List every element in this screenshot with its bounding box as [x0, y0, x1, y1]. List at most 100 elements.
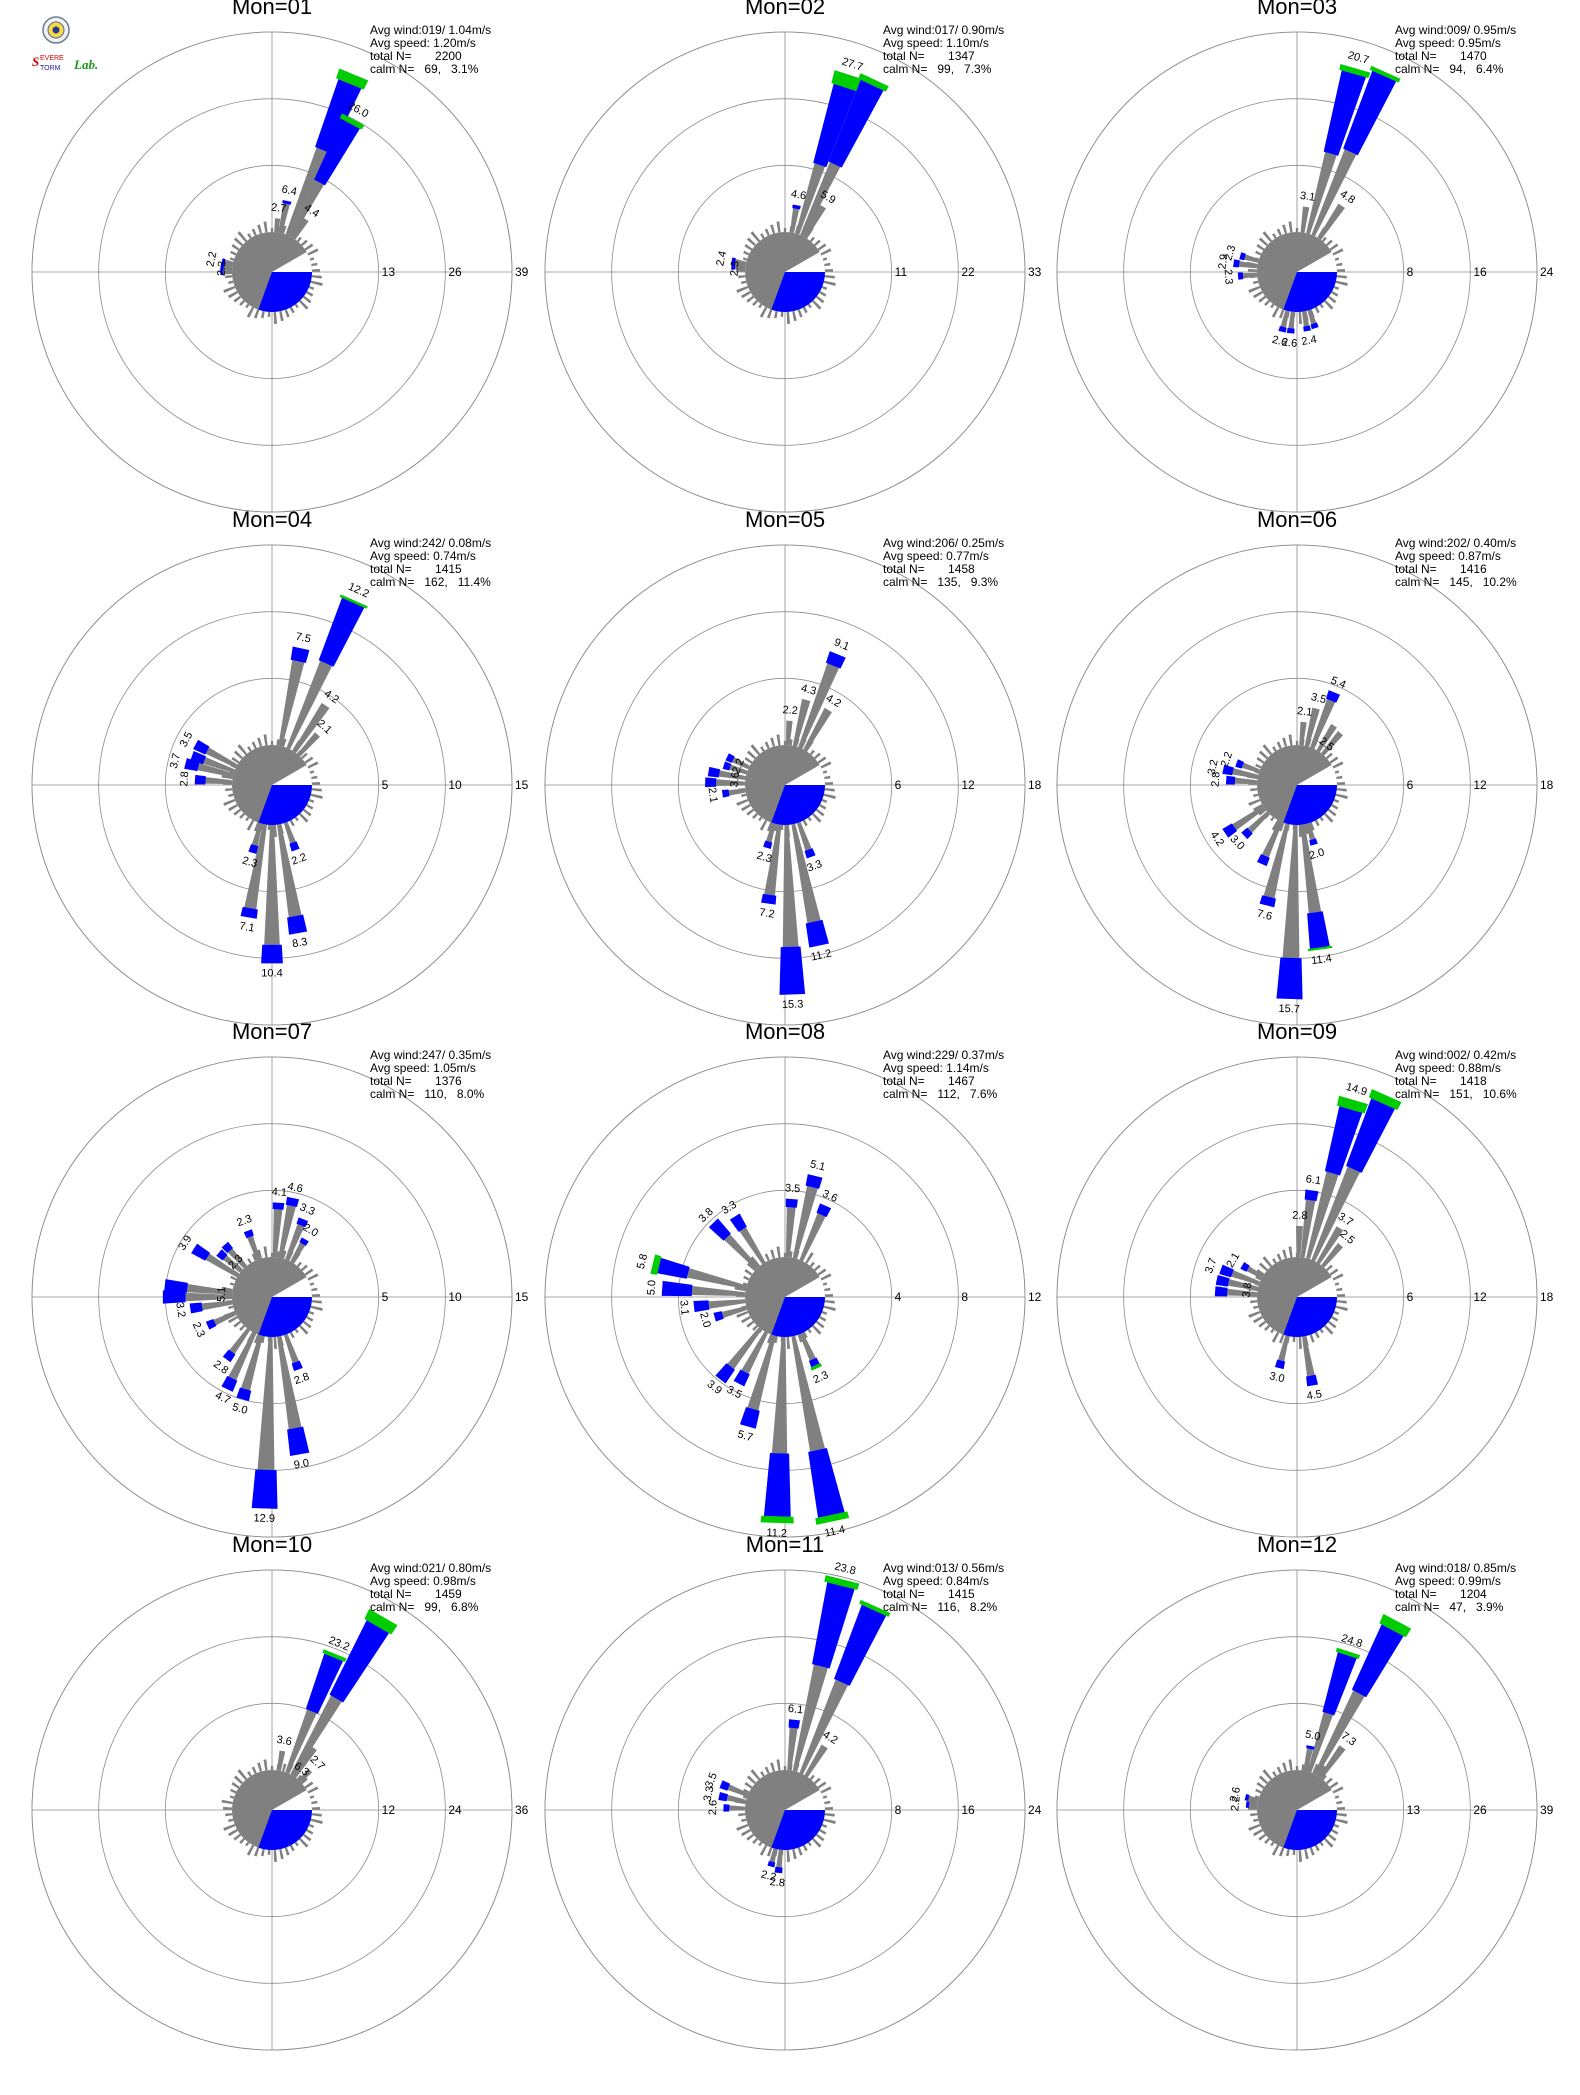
direction-petal	[1306, 1095, 1368, 1260]
calm-sector-blue	[1283, 272, 1337, 312]
petal-band-2	[731, 257, 736, 265]
direction-petal	[1237, 272, 1258, 280]
stat-total-n: total N= 1467	[883, 1074, 975, 1088]
petal-band-1	[739, 1227, 766, 1265]
minor-petal	[805, 1252, 814, 1264]
minor-petal	[1325, 1777, 1333, 1785]
calm-sector-blue	[258, 272, 312, 312]
petal-band-1	[1238, 261, 1258, 269]
petal-band-2	[1310, 322, 1319, 330]
direction-petal	[1316, 1226, 1344, 1265]
direction-petal	[795, 70, 864, 235]
petal-value-label: 2.6	[1271, 334, 1289, 349]
petal-band-1	[272, 1209, 283, 1258]
direction-petal	[785, 1198, 798, 1258]
direction-petal	[221, 258, 234, 266]
minor-petal	[1270, 303, 1275, 309]
petal-band-1	[251, 822, 263, 847]
petal-band-1	[1278, 1335, 1290, 1362]
minor-petal	[1309, 822, 1315, 831]
direction-petal	[767, 1848, 778, 1868]
petal-value-label: 2.3	[1222, 269, 1235, 285]
petal-band-2	[715, 1363, 735, 1384]
minor-petal	[823, 793, 836, 799]
stat-calm-n: calm N= 151, 10.6%	[1395, 1087, 1517, 1101]
windrose-panel: 8 16 24 20.7 4.8 3.1 2.32.92.3 2.62.6 2.4 Mon=03 A…	[1056, 0, 1554, 513]
stat-calm-n: calm N= 145, 10.2%	[1395, 575, 1517, 589]
petal-value-label: 23.8	[833, 1561, 857, 1578]
minor-petal	[760, 746, 765, 752]
minor-petal	[270, 1253, 274, 1258]
direction-petal	[1256, 820, 1283, 867]
petal-band-2	[763, 840, 773, 850]
minor-petal	[1334, 770, 1340, 774]
petal-value-label: 7.5	[294, 631, 311, 646]
petal-band-1	[771, 1336, 788, 1454]
direction-petal	[1276, 824, 1303, 1000]
petal-value-label: 2.2	[782, 704, 798, 717]
petal-value-label: 4.2	[322, 688, 341, 707]
direction-petal	[1321, 731, 1344, 756]
petal-band-2	[329, 1620, 390, 1703]
minor-petal	[752, 299, 759, 306]
direction-petal	[221, 1241, 247, 1269]
direction-petal	[719, 1780, 749, 1797]
minor-petal	[822, 257, 828, 261]
petal-band-1	[1311, 1166, 1361, 1262]
petal-band-1	[1232, 805, 1265, 831]
petal-band-1	[727, 1327, 762, 1370]
minor-petal	[309, 1282, 315, 1286]
direction-petal	[189, 1300, 233, 1314]
petal-band-1	[1261, 820, 1283, 858]
direction-petal	[205, 1311, 237, 1330]
petal-band-3	[760, 1515, 794, 1524]
minor-petal	[824, 275, 835, 279]
minor-petal	[311, 1813, 322, 1817]
petal-band-2	[191, 1243, 211, 1261]
minor-petal	[821, 1310, 828, 1316]
petal-band-2	[1278, 326, 1287, 333]
minor-petal	[809, 1774, 815, 1781]
direction-petal	[1240, 1262, 1264, 1279]
minor-petal	[1253, 793, 1259, 798]
minor-petal	[766, 1334, 773, 1344]
stat-total-n: total N= 1418	[1395, 1074, 1487, 1088]
petal-value-label: 6.1	[787, 1703, 803, 1717]
direction-petal	[292, 702, 330, 753]
direction-petal	[725, 753, 750, 770]
minor-petal	[746, 1262, 757, 1272]
petal-band-1	[731, 757, 750, 770]
direction-petal	[251, 1336, 278, 1509]
minor-petal	[1262, 1256, 1273, 1268]
petal-band-1	[257, 1336, 275, 1471]
minor-petal	[1314, 1331, 1320, 1339]
minor-petal	[824, 262, 831, 267]
petal-value-label: 5.0	[645, 1280, 658, 1296]
petal-band-1	[727, 1784, 749, 1797]
direction-petal	[283, 1333, 303, 1372]
minor-petal	[1329, 243, 1339, 251]
ring-label: 4	[895, 1290, 902, 1304]
minor-petal	[306, 1316, 314, 1322]
petal-value-label: 3.3	[702, 1785, 717, 1802]
petal-value-label: 11.2	[810, 948, 833, 964]
direction-petal	[1316, 723, 1337, 753]
petal-band-3	[815, 1511, 850, 1525]
petal-band-2	[315, 79, 362, 154]
petal-band-3	[336, 68, 369, 90]
petal-band-1	[229, 1328, 251, 1354]
minor-petal	[279, 310, 284, 322]
calm-sector-blue	[258, 1297, 312, 1337]
minor-petal	[1319, 1841, 1324, 1847]
stat-avg-speed: Avg speed: 1.05m/s	[370, 1061, 476, 1075]
minor-petal	[294, 816, 299, 822]
petal-band-2	[1244, 1793, 1250, 1801]
minor-petal	[821, 798, 828, 804]
minor-petal	[1264, 1324, 1271, 1331]
petal-band-3	[339, 113, 365, 130]
stat-avg-wind: Avg wind:009/ 0.95m/s	[1395, 23, 1516, 37]
petal-band-2	[804, 848, 816, 859]
minor-petal	[1314, 819, 1320, 827]
minor-petal	[310, 280, 323, 286]
